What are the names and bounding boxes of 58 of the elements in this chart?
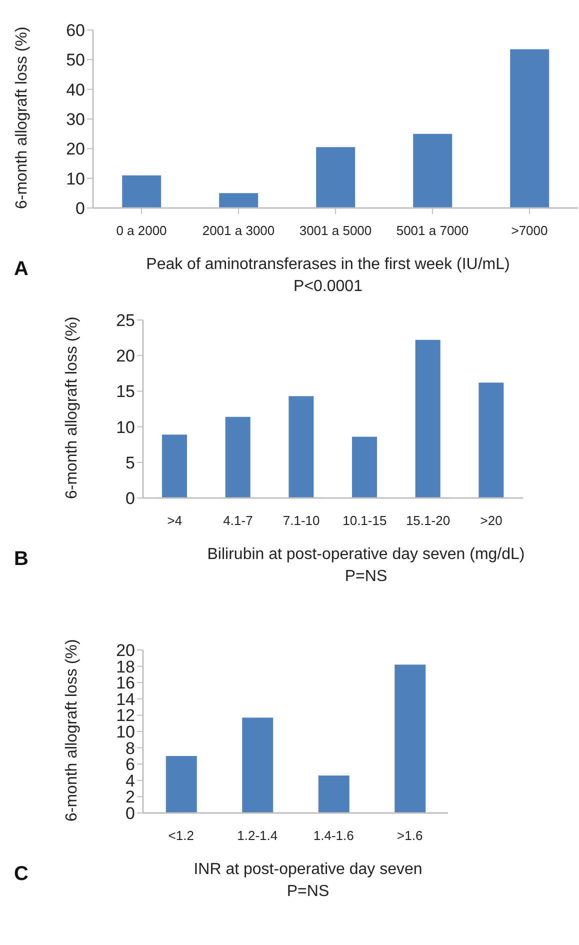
y-axis-title: 6-month allograft loss (%) bbox=[64, 639, 81, 822]
x-tick-label: 3001 a 5000 bbox=[299, 223, 372, 238]
text: P<0.0001 bbox=[294, 278, 362, 295]
y-tick-label: 12 bbox=[116, 706, 135, 726]
text: A bbox=[14, 258, 28, 281]
x-tick-label: >20 bbox=[480, 513, 502, 528]
x-axis-title: Peak of aminotransferases in the first week (IU/mL) bbox=[146, 256, 510, 273]
bar bbox=[242, 718, 274, 813]
x-axis-title: INR at post-operative day seven bbox=[194, 861, 422, 878]
x-tick-label: 5001 a 7000 bbox=[396, 223, 469, 238]
bar bbox=[219, 193, 258, 208]
x-tick-label: 2001 a 3000 bbox=[202, 223, 275, 238]
bar bbox=[413, 134, 452, 208]
y-tick-label: 60 bbox=[66, 21, 85, 40]
text: B bbox=[14, 548, 28, 571]
bar bbox=[288, 396, 314, 498]
y-tick-label: 20 bbox=[116, 346, 135, 366]
y-tick-label: 25 bbox=[116, 311, 135, 330]
text: C bbox=[14, 863, 28, 886]
x-tick-label: 4.1-7 bbox=[223, 513, 253, 528]
bar bbox=[510, 49, 550, 208]
y-tick-label: 2 bbox=[126, 788, 135, 807]
x-tick-label: >7000 bbox=[511, 223, 548, 238]
x-tick-label: <1.2 bbox=[168, 828, 194, 844]
text: P=NS bbox=[344, 568, 388, 585]
y-tick-label: 0 bbox=[76, 199, 85, 218]
bar bbox=[316, 147, 356, 208]
bar bbox=[162, 434, 187, 498]
y-tick-label: 20 bbox=[66, 140, 85, 159]
y-tick-label: 40 bbox=[66, 80, 85, 100]
y-axis-title: 6-month allograft loss (%) bbox=[14, 26, 31, 209]
bar bbox=[394, 664, 426, 813]
bar bbox=[225, 416, 250, 498]
y-tick-label: 0 bbox=[126, 489, 135, 508]
y-tick-label: 10 bbox=[116, 418, 135, 437]
bar bbox=[478, 382, 504, 498]
bar bbox=[318, 776, 350, 813]
y-tick-label: 50 bbox=[66, 50, 85, 70]
bar bbox=[166, 756, 197, 813]
bar bbox=[415, 340, 440, 498]
y-axis-title: 6-month allograft loss (%) bbox=[64, 316, 81, 499]
y-tick-label: 5 bbox=[126, 453, 135, 472]
x-tick-label: 10.1-15 bbox=[342, 513, 387, 528]
x-tick-label: 1.2-1.4 bbox=[237, 828, 278, 844]
y-tick-label: 15 bbox=[116, 382, 135, 402]
y-tick-label: 30 bbox=[66, 110, 85, 130]
x-tick-label: >1.6 bbox=[397, 828, 423, 844]
bar bbox=[352, 436, 377, 498]
y-tick-label: 10 bbox=[66, 169, 85, 188]
x-tick-label: 0 a 2000 bbox=[116, 223, 167, 238]
bar bbox=[122, 175, 162, 208]
text: P=NS bbox=[286, 883, 330, 900]
x-tick-label: 7.1-10 bbox=[282, 513, 320, 528]
x-tick-label: >4 bbox=[167, 513, 182, 528]
x-tick-label: 15.1-20 bbox=[406, 513, 450, 528]
x-axis-title: Bilirubin at post-operative day seven (mg/dL) bbox=[207, 546, 525, 563]
x-tick-label: 1.4-1.6 bbox=[313, 828, 354, 844]
y-tick-label: 0 bbox=[126, 804, 135, 824]
